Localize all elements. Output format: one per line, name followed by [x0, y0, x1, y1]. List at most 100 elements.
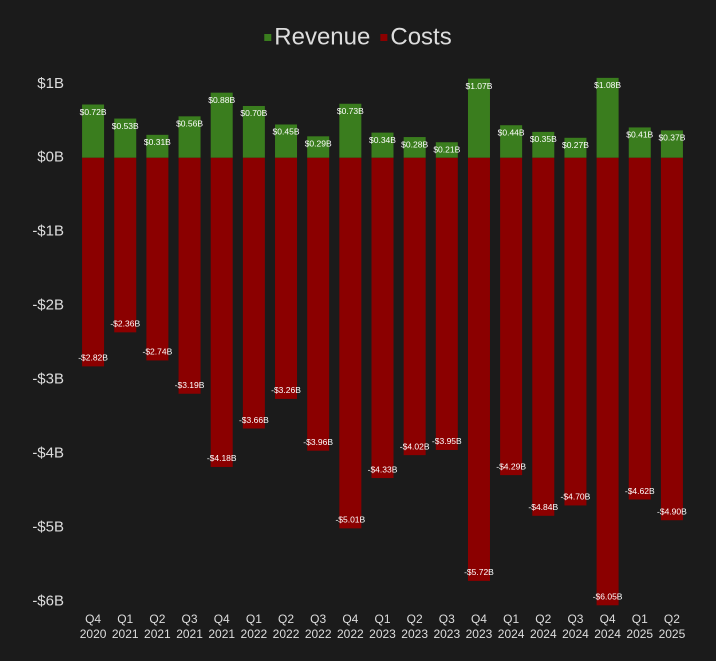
value-label: -$4.02B: [400, 441, 430, 451]
x-tick-label: Q4: [600, 612, 616, 626]
bar: [82, 104, 105, 158]
bar: [275, 157, 298, 399]
value-label: $1.08B: [594, 80, 621, 90]
x-tick-label: 2021: [112, 627, 139, 641]
value-label: -$4.33B: [368, 464, 398, 474]
bar: [146, 157, 169, 361]
legend-marker: [380, 34, 388, 41]
bar: [210, 157, 233, 467]
bar: [82, 157, 105, 367]
x-tick-label: 2022: [241, 627, 268, 641]
legend-marker: [264, 34, 272, 41]
value-label: $0.88B: [208, 95, 235, 105]
bar: [371, 157, 394, 479]
bar: [660, 157, 683, 521]
bar: [114, 157, 137, 333]
x-tick-label: Q2: [535, 612, 551, 626]
value-label: -$4.84B: [528, 502, 558, 512]
value-label: -$2.36B: [110, 319, 140, 329]
value-label: -$3.66B: [239, 415, 269, 425]
value-label: $0.28B: [401, 139, 428, 149]
bar: [307, 157, 330, 451]
x-tick-label: 2022: [273, 627, 300, 641]
x-tick-label: 2021: [208, 627, 235, 641]
x-tick-label: Q1: [503, 612, 519, 626]
value-label: -$4.70B: [561, 492, 591, 502]
x-tick-label: Q3: [439, 612, 455, 626]
bar: [467, 157, 490, 581]
legend-label: Revenue: [274, 23, 370, 50]
x-tick-label: Q4: [85, 612, 101, 626]
bar: [564, 137, 587, 158]
bar: [210, 92, 233, 158]
bar: [275, 124, 298, 158]
value-label: $0.44B: [498, 127, 525, 137]
x-tick-label: 2024: [562, 627, 589, 641]
bar: [628, 127, 651, 158]
bar: [532, 157, 555, 516]
value-label: -$6.05B: [593, 592, 623, 602]
bar: [435, 157, 458, 450]
value-label: $0.70B: [240, 108, 267, 118]
x-tick-label: Q2: [664, 612, 680, 626]
value-label: $0.56B: [176, 119, 203, 129]
bar: [596, 77, 619, 158]
y-tick-label: -$5B: [32, 519, 64, 536]
x-tick-label: 2024: [530, 627, 557, 641]
y-tick-label: -$3B: [32, 371, 64, 388]
x-tick-label: Q4: [471, 612, 487, 626]
x-tick-label: Q2: [149, 612, 165, 626]
y-tick-label: -$2B: [32, 297, 64, 314]
bar: [403, 157, 426, 456]
x-tick-label: 2022: [305, 627, 332, 641]
value-label: $0.37B: [658, 133, 685, 143]
value-label: $0.45B: [273, 127, 300, 137]
value-label: $0.34B: [369, 135, 396, 145]
x-tick-label: Q2: [278, 612, 294, 626]
bar: [500, 125, 523, 158]
bar: [564, 157, 587, 506]
bar: [660, 130, 683, 158]
value-label: -$5.72B: [464, 567, 494, 577]
x-tick-label: 2023: [433, 627, 460, 641]
x-tick-label: 2025: [659, 627, 686, 641]
x-tick-label: Q1: [117, 612, 133, 626]
x-tick-label: Q3: [310, 612, 326, 626]
bar: [178, 116, 201, 158]
x-tick-label: Q1: [374, 612, 390, 626]
value-label: -$3.96B: [303, 437, 333, 447]
x-tick-label: Q4: [214, 612, 230, 626]
y-tick-label: -$4B: [32, 445, 64, 462]
bar: [596, 157, 619, 606]
bar: [467, 78, 490, 158]
x-tick-label: 2024: [498, 627, 525, 641]
bar: [500, 157, 523, 476]
value-label: -$5.01B: [335, 515, 365, 525]
x-tick-label: Q1: [246, 612, 262, 626]
value-label: $1.07B: [465, 81, 492, 91]
legend-label: Costs: [390, 23, 451, 50]
x-tick-label: Q1: [632, 612, 648, 626]
bar: [628, 157, 651, 500]
bar: [403, 137, 426, 158]
value-label: $0.27B: [562, 140, 589, 150]
value-label: -$2.74B: [143, 347, 173, 357]
value-label: $0.73B: [337, 106, 364, 116]
value-label: $0.35B: [530, 134, 557, 144]
y-tick-label: -$6B: [32, 593, 64, 610]
bar: [114, 118, 137, 158]
value-label: -$4.90B: [657, 506, 687, 516]
bar: [178, 157, 201, 394]
value-label: -$3.19B: [175, 380, 205, 390]
x-tick-label: 2023: [401, 627, 428, 641]
y-tick-label: $1B: [37, 75, 64, 92]
bar: [435, 142, 458, 158]
bar: [242, 105, 265, 158]
value-label: $0.72B: [80, 107, 107, 117]
value-label: -$3.26B: [271, 385, 301, 395]
x-tick-label: 2022: [337, 627, 364, 641]
bar: [339, 157, 362, 529]
x-tick-label: 2021: [176, 627, 203, 641]
bar: [339, 103, 362, 158]
